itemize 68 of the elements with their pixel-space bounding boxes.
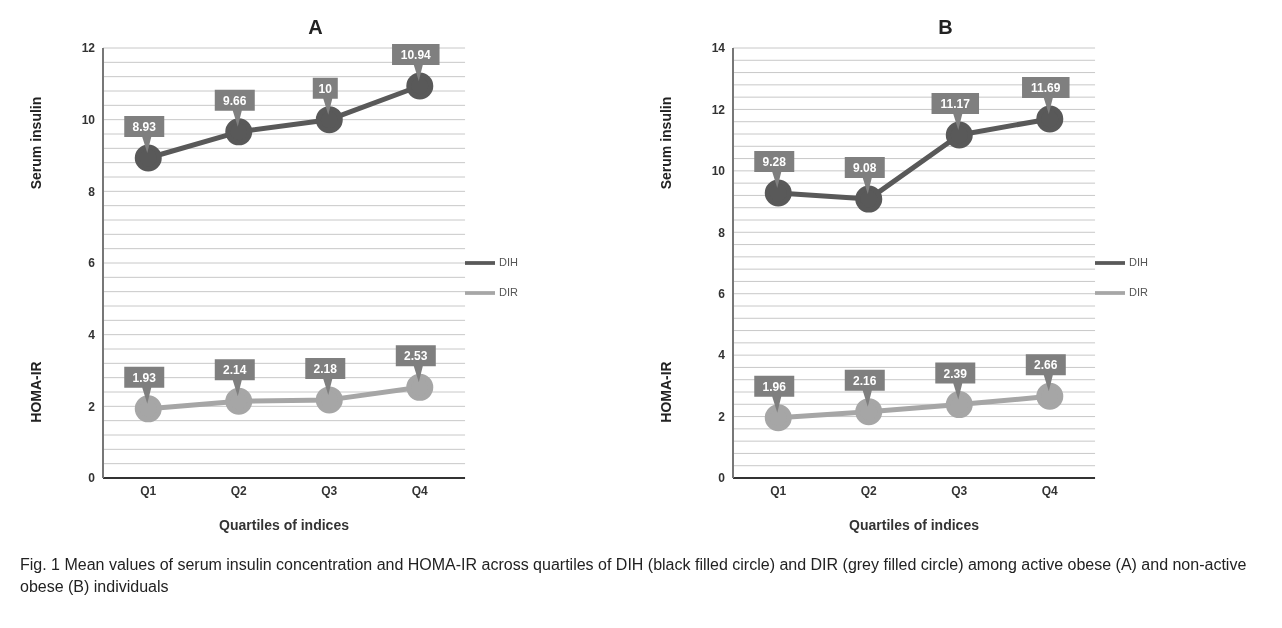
y-tick-label: 12 [81, 41, 96, 56]
data-label: 8.93 [132, 120, 157, 135]
text: HOMA-IR [658, 361, 674, 423]
point [406, 373, 434, 401]
data-label: 9.66 [223, 93, 247, 108]
x-tick-label: Q3 [321, 483, 338, 498]
point [225, 118, 253, 146]
data-label: 2.66 [1034, 358, 1058, 373]
y-tick-label: 4 [88, 327, 96, 342]
data-label: 11.69 [1031, 80, 1061, 95]
y-tick-label: 8 [718, 225, 726, 240]
chart-title: A [308, 16, 323, 38]
y-tick-label: 0 [718, 471, 726, 486]
data-label: 2.53 [404, 349, 428, 364]
data-label: 2.39 [943, 366, 968, 381]
legend-label: DIH [499, 255, 518, 268]
caption: Fig. 1 Mean values of serum insulin concentration and HOMA-IR across quartiles of DIH (black filled circle) and DIR (grey filled circle) among active obese (A) and non-active obese (B) individuals [19, 555, 1248, 597]
x-tick-label: Q1 [770, 483, 787, 498]
legend-label: DIR [499, 285, 518, 298]
point [764, 404, 792, 432]
point [134, 395, 162, 423]
legend-label: DIH [1129, 255, 1148, 268]
y-tick-label: 2 [718, 409, 726, 424]
data-label: 1.93 [132, 370, 157, 385]
data-label: 11.17 [940, 96, 971, 111]
x-tick-label: Q3 [951, 483, 968, 498]
y-tick-label: 12 [711, 102, 726, 117]
point [945, 391, 973, 419]
x-tick-label: Q4 [411, 483, 429, 498]
data-label: 9.08 [853, 161, 877, 176]
point [134, 144, 162, 172]
y-tick-label: 0 [88, 471, 96, 486]
data-label: 10.94 [400, 47, 432, 62]
y-tick-label: 6 [88, 256, 96, 271]
x-tick-label: Q1 [140, 483, 157, 498]
point [945, 121, 973, 149]
chart-title: B [938, 16, 953, 38]
point [225, 387, 253, 415]
text: HOMA-IR [28, 361, 44, 423]
x-axis-title: Quartiles of indices [849, 517, 980, 533]
legend-label: DIR [1129, 285, 1148, 298]
point [764, 179, 792, 207]
point [855, 185, 883, 213]
data-label: 2.16 [853, 373, 877, 388]
y-axis-title: Serum insulin [658, 96, 674, 189]
x-axis-title: Quartiles of indices [219, 517, 350, 533]
y-tick-label: 2 [88, 399, 96, 414]
y-tick-label: 14 [711, 41, 726, 56]
point [315, 386, 343, 414]
point [1036, 105, 1064, 133]
x-tick-label: Q2 [860, 483, 878, 498]
x-tick-label: Q4 [1041, 483, 1059, 498]
point [315, 106, 343, 134]
y-tick-label: 6 [718, 286, 726, 301]
y-axis-title: Serum insulin [28, 96, 44, 189]
data-label: 10 [318, 81, 333, 96]
data-label: 2.14 [223, 363, 247, 378]
data-label: 1.96 [762, 379, 787, 394]
y-tick-label: 10 [711, 164, 726, 179]
point [406, 72, 434, 100]
y-tick-label: 8 [88, 184, 96, 199]
point [855, 398, 883, 426]
data-label: 2.18 [313, 361, 338, 376]
x-tick-label: Q2 [230, 483, 248, 498]
y-tick-label: 4 [718, 348, 726, 363]
data-label: 9.28 [762, 154, 787, 169]
y-tick-label: 10 [81, 112, 96, 127]
point [1036, 382, 1064, 410]
